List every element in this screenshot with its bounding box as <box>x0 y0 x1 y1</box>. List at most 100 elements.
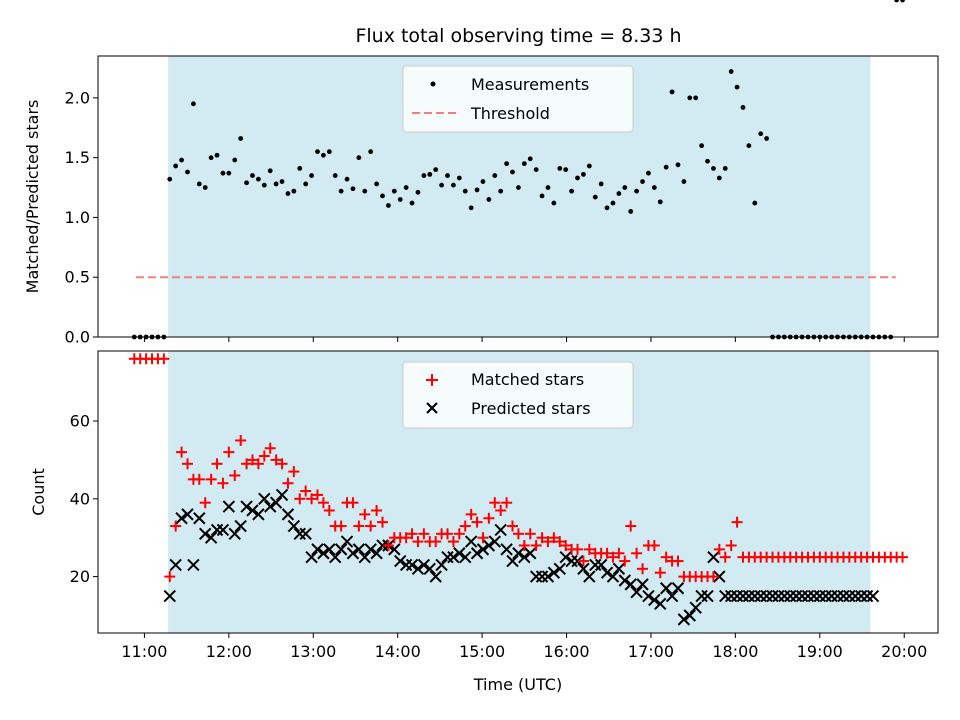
predicted-star-point <box>565 554 578 568</box>
predicted-star-point <box>193 512 206 525</box>
measurements-legend-marker <box>430 81 436 87</box>
predicted-point-stroke <box>311 543 324 556</box>
matched-star-point <box>577 555 589 567</box>
predicted-star-point <box>228 527 241 541</box>
matched-star-point <box>548 532 560 544</box>
predicted-point-stroke <box>222 500 236 513</box>
matched-star-point <box>211 458 223 470</box>
predicted-point-stroke <box>512 547 525 560</box>
ratio-legend-box <box>402 65 634 133</box>
x-tick-label: 15:00 <box>459 642 505 661</box>
predicted-star-point <box>789 589 803 603</box>
predicted-star-point <box>518 550 531 564</box>
predicted-point-stroke <box>429 570 442 583</box>
predicted-point-stroke <box>854 589 868 603</box>
predicted-point-stroke <box>470 547 484 560</box>
predicted-star-point <box>701 589 714 603</box>
predicted-star-point <box>370 547 383 560</box>
measurement-point <box>179 157 184 163</box>
predicted-star-point <box>772 589 785 603</box>
measurement-point <box>498 188 504 194</box>
measurement-point <box>569 188 575 194</box>
measurement-point <box>516 185 521 190</box>
predicted-point-stroke <box>494 523 507 537</box>
matched-star-point <box>235 434 247 446</box>
predicted-star-point <box>742 589 756 603</box>
predicted-legend-marker <box>426 402 438 414</box>
predicted-point-stroke <box>559 550 572 564</box>
matched-star-point <box>412 536 424 548</box>
predicted-point-stroke <box>476 543 490 556</box>
matched-star-point <box>223 446 235 458</box>
predicted-star-point <box>724 589 738 603</box>
predicted-stars-series <box>163 488 880 626</box>
predicted-star-point <box>677 613 691 626</box>
measurement-point <box>634 188 640 194</box>
matched-star-point <box>282 477 294 489</box>
matched-star-point <box>347 497 359 509</box>
measurement-point <box>539 193 545 199</box>
predicted-star-point <box>494 523 507 537</box>
y-tick-label: 1.5 <box>65 148 90 167</box>
predicted-point-stroke <box>275 488 289 502</box>
measurement-point <box>261 182 267 188</box>
predicted-point-stroke <box>772 589 785 603</box>
predicted-star-point <box>671 582 685 595</box>
matched-star-point <box>483 512 495 524</box>
measurement-point <box>628 209 634 214</box>
measurement-point <box>563 167 569 172</box>
measurement-point <box>273 181 279 187</box>
predicted-star-point <box>187 558 200 572</box>
matched-star-point <box>672 555 684 567</box>
measurement-point <box>646 170 651 176</box>
predicted-star-point <box>169 558 182 572</box>
predicted-star-point <box>843 589 856 603</box>
predicted-point-stroke <box>849 589 862 603</box>
measurement-point <box>214 152 220 158</box>
predicted-star-point <box>736 589 750 603</box>
predicted-star-point <box>571 554 584 568</box>
measurement-point <box>380 193 385 199</box>
counts-y-axis-label: Count <box>29 468 48 516</box>
predicted-point-stroke <box>323 543 336 556</box>
measurement-point <box>711 166 716 171</box>
predicted-point-stroke <box>654 597 667 611</box>
predicted-point-stroke <box>252 508 265 521</box>
measurement-point <box>173 163 179 169</box>
measurement-point <box>669 89 675 95</box>
predicted-point-stroke <box>742 589 756 603</box>
predicted-star-point <box>648 593 661 607</box>
measurement-point <box>332 173 338 178</box>
measurement-point <box>267 168 273 174</box>
predicted-point-stroke <box>187 558 200 572</box>
measurement-point <box>592 194 598 200</box>
predicted-star-point <box>435 558 448 572</box>
measurement-point <box>474 187 480 193</box>
predicted-star-point <box>470 547 484 560</box>
matched-star-point <box>176 446 188 458</box>
measurement-point <box>291 188 297 194</box>
predicted-point-stroke <box>435 558 448 572</box>
predicted-point-stroke <box>795 589 809 603</box>
predicted-star-point <box>801 589 815 603</box>
predicted-point-stroke <box>724 589 738 603</box>
measurements-legend-label: Measurements <box>471 75 589 94</box>
matched-star-point <box>489 497 501 509</box>
predicted-star-point <box>594 558 608 572</box>
predicted-point-stroke <box>518 550 531 564</box>
predicted-star-point <box>606 570 620 583</box>
measurement-point <box>208 155 214 161</box>
measurement-point <box>350 186 356 192</box>
predicted-point-stroke <box>216 523 230 537</box>
matched-star-point <box>377 516 389 528</box>
predicted-point-stroke <box>713 570 726 583</box>
predicted-point-stroke <box>589 558 602 572</box>
measurement-point <box>445 173 450 178</box>
predicted-point-stroke <box>642 589 655 603</box>
predicted-point-stroke <box>364 543 377 556</box>
predicted-star-point <box>535 570 549 583</box>
predicted-star-point <box>636 578 649 591</box>
predicted-star-point <box>577 562 590 576</box>
counts-x-ticks: 11:00 12:00 13:00 14:00 15:00 16:00 17:00 18:00… <box>121 633 927 661</box>
ratio-plot-frame <box>97 55 939 338</box>
